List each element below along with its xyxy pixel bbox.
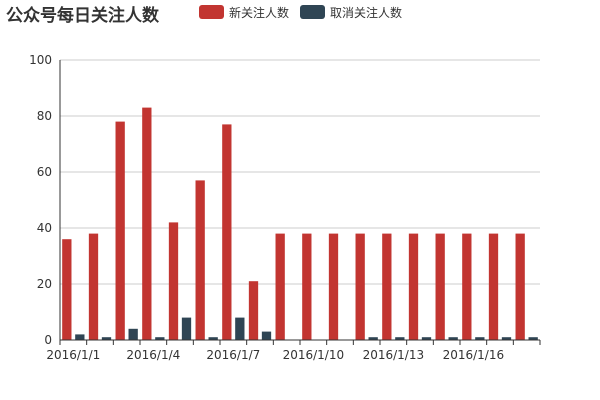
legend: 新关注人数 取消关注人数 (199, 5, 402, 20)
y-tick-label: 60 (37, 165, 52, 179)
x-tick-label: 2016/1/1 (46, 348, 100, 362)
y-tick-label: 0 (44, 333, 52, 347)
gridlines (60, 59, 540, 285)
bar-new-followers[interactable] (275, 233, 285, 340)
x-tick-label: 2016/1/13 (363, 348, 425, 362)
bar-new-followers[interactable] (142, 107, 152, 340)
bar-unfollows[interactable] (208, 337, 218, 340)
x-tick-label: 2016/1/10 (283, 348, 345, 362)
y-axis: 0 20 40 60 80 100 (29, 53, 61, 347)
bar-unfollows[interactable] (101, 337, 112, 340)
bar-new-followers[interactable] (515, 233, 525, 340)
bar-new-followers[interactable] (355, 233, 365, 340)
bar-new-followers[interactable] (222, 124, 232, 341)
bar-unfollows[interactable] (528, 337, 538, 340)
x-tick-label: 2016/1/7 (206, 348, 260, 362)
chart-title: 公众号每日关注人数 (6, 5, 160, 26)
bar-unfollows[interactable] (155, 337, 165, 340)
bar-new-followers[interactable] (248, 281, 259, 340)
bar-unfollows[interactable] (475, 337, 485, 340)
bar-unfollows[interactable] (235, 317, 245, 340)
bar-new-followers[interactable] (408, 233, 419, 340)
bar-new-followers[interactable] (168, 222, 179, 340)
bar-unfollows[interactable] (261, 331, 272, 340)
x-tick-label: 2016/1/4 (126, 348, 180, 362)
bar-new-followers[interactable] (195, 180, 205, 340)
legend-item-cancel[interactable]: 取消关注人数 (300, 5, 402, 20)
legend-swatch-cancel (300, 5, 325, 19)
bar-new-followers[interactable] (328, 233, 339, 340)
bar-new-followers[interactable] (488, 233, 499, 340)
bar-new-followers[interactable] (302, 233, 312, 340)
bar-unfollows[interactable] (448, 337, 458, 340)
bar-new-followers[interactable] (462, 233, 472, 340)
y-tick-label: 100 (29, 53, 52, 67)
bar-new-followers[interactable] (62, 239, 72, 340)
x-axis: 2016/1/1 2016/1/4 2016/1/7 2016/1/10 2016/1/… (46, 339, 541, 362)
bar-unfollows[interactable] (395, 337, 405, 340)
legend-swatch-new (199, 5, 224, 19)
bar-unfollows[interactable] (501, 337, 512, 340)
bar-new-followers[interactable] (435, 233, 445, 340)
y-tick-label: 20 (37, 277, 52, 291)
bar-new-followers[interactable] (88, 233, 99, 340)
bar-unfollows[interactable] (75, 334, 85, 340)
bar-new-followers[interactable] (382, 233, 392, 340)
y-tick-label: 80 (37, 109, 52, 123)
bar-unfollows[interactable] (368, 337, 378, 340)
legend-label-cancel: 取消关注人数 (330, 5, 402, 20)
bars (62, 107, 538, 341)
bar-unfollows[interactable] (128, 328, 138, 340)
bar-unfollows[interactable] (181, 317, 192, 340)
bar-unfollows[interactable] (421, 337, 432, 340)
bar-new-followers[interactable] (115, 121, 125, 340)
legend-item-new[interactable]: 新关注人数 (199, 5, 289, 20)
x-tick-label: 2016/1/16 (443, 348, 505, 362)
y-tick-label: 40 (37, 221, 52, 235)
legend-label-new: 新关注人数 (229, 5, 289, 20)
